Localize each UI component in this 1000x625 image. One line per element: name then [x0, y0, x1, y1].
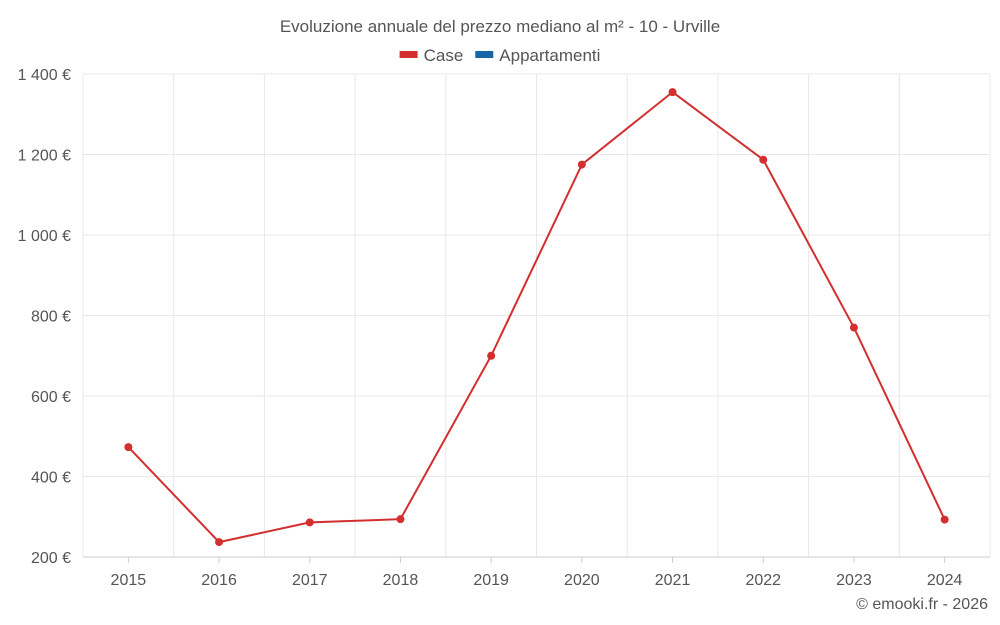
x-tick-label: 2018 [383, 572, 419, 589]
x-tick-label: 2019 [473, 572, 509, 589]
x-tick-label: 2016 [201, 572, 237, 589]
credit-text: © emooki.fr - 2026 [856, 596, 988, 613]
x-tick-label: 2020 [564, 572, 600, 589]
data-point [305, 518, 314, 527]
data-point [577, 160, 586, 169]
legend-label-appartamenti: Appartamenti [499, 46, 600, 65]
series-line-case [127, 91, 946, 544]
y-tick-label: 1 400 € [18, 67, 71, 84]
x-tick-label: 2015 [111, 572, 147, 589]
y-tick-label: 600 € [31, 389, 71, 406]
y-tick-label: 400 € [31, 470, 71, 487]
data-point [487, 351, 496, 360]
legend-label-case: Case [424, 46, 464, 65]
series-layer [124, 88, 949, 547]
y-tick-label: 200 € [31, 550, 71, 567]
data-point [124, 443, 133, 452]
legend: Case Appartamenti [399, 46, 600, 65]
data-point [215, 538, 224, 547]
x-axis: 2015 2016 2017 2018 2019 2020 2021 2022 2023 2024 [83, 556, 990, 589]
x-tick-label: 2023 [836, 572, 872, 589]
data-point [396, 515, 405, 524]
x-tick-label: 2017 [292, 572, 328, 589]
data-point [668, 88, 677, 97]
x-tick-label: 2024 [927, 572, 963, 589]
y-tick-label: 1 000 € [18, 228, 71, 245]
legend-swatch-appartamenti [475, 51, 494, 58]
x-tick-label: 2022 [745, 572, 781, 589]
chart-title: Evoluzione annuale del prezzo mediano al… [280, 17, 720, 36]
y-tick-label: 800 € [31, 309, 71, 326]
legend-swatch-case [399, 51, 418, 58]
y-axis: 200 € 400 € 600 € 800 € 1 000 € 1 200 € 1 400 … [18, 67, 71, 567]
gridlines [82, 73, 991, 557]
data-point [849, 323, 858, 332]
data-point [940, 515, 949, 524]
y-tick-label: 1 200 € [18, 148, 71, 165]
data-point [759, 155, 768, 164]
x-tick-label: 2021 [655, 572, 691, 589]
